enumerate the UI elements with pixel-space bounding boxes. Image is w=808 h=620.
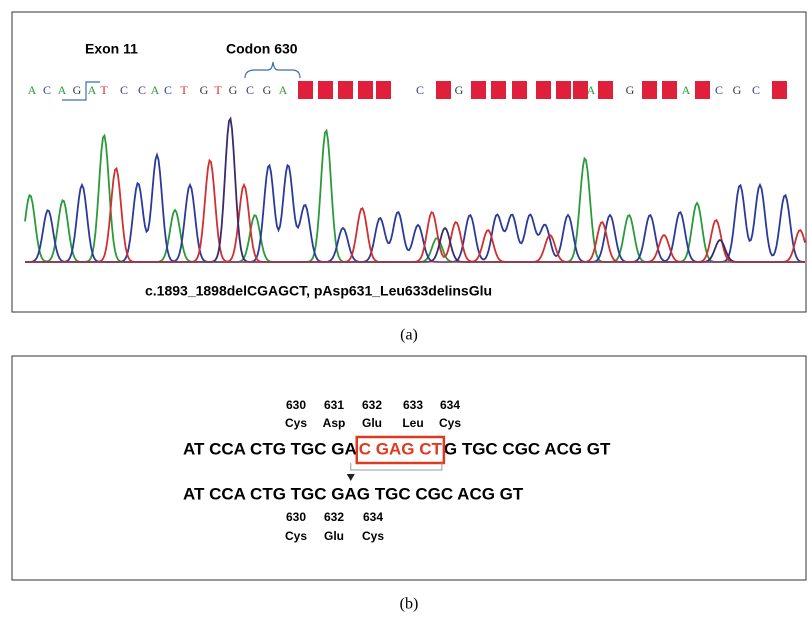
ambiguous-box xyxy=(598,81,613,99)
figure: Exon 11 Codon 630 ACAGATCCACTGTGCGACGAGA… xyxy=(0,0,808,620)
amino-acid: Cys xyxy=(439,416,461,430)
base: A xyxy=(58,83,67,97)
amino-acid: Asp xyxy=(323,416,346,430)
ambiguous-box xyxy=(642,81,657,99)
codon-number: 632 xyxy=(362,398,382,412)
base: A xyxy=(682,83,691,97)
amino-acid: Cys xyxy=(285,529,307,543)
ambiguous-box xyxy=(471,81,486,99)
panel-b-frame xyxy=(12,356,806,580)
base: C xyxy=(752,83,760,97)
amino-acid: Cys xyxy=(285,416,307,430)
ambiguous-box xyxy=(358,81,373,99)
codon-number: 632 xyxy=(324,510,344,524)
codon-labels: 630 Cys 631 Asp 632 Glu 633 Leu 634 Cys 630 Cys 632 G… xyxy=(285,398,461,543)
base: C xyxy=(120,83,128,97)
amino-acid: Glu xyxy=(362,416,382,430)
codon-number: 633 xyxy=(403,398,423,412)
chromatogram xyxy=(25,119,805,262)
base: G xyxy=(733,83,742,97)
ambiguous-box xyxy=(318,81,333,99)
codon-number: 634 xyxy=(363,510,383,524)
arrow xyxy=(347,474,355,481)
ambiguous-box xyxy=(436,81,451,99)
base: T xyxy=(100,83,108,97)
base: G xyxy=(73,83,82,97)
ambiguous-box xyxy=(772,81,787,99)
base: T xyxy=(214,83,222,97)
base: C xyxy=(715,83,723,97)
trace xyxy=(25,119,805,262)
panel-a-frame xyxy=(12,12,806,312)
codon-brace xyxy=(245,62,300,78)
ambiguous-box xyxy=(512,81,527,99)
caption-a: (a) xyxy=(400,327,418,344)
base: G xyxy=(229,83,238,97)
base: A xyxy=(587,83,596,97)
codon-number: 631 xyxy=(324,398,344,412)
wild-sequence: G TGC CGC ACG GT xyxy=(444,439,611,458)
base: G xyxy=(263,83,272,97)
trace xyxy=(25,131,805,262)
codon-number: 634 xyxy=(440,398,460,412)
ambiguous-box xyxy=(695,81,710,99)
wild-sequence: AT CCA CTG TGC GA xyxy=(183,439,357,458)
base: C xyxy=(416,83,424,97)
amino-acid: Cys xyxy=(362,529,384,543)
codon-label: Codon 630 xyxy=(226,41,298,57)
ambiguous-calls xyxy=(298,81,787,99)
base: A xyxy=(151,83,160,97)
exon-label: Exon 11 xyxy=(85,41,138,57)
codon-number: 630 xyxy=(286,398,306,412)
base: G xyxy=(455,83,464,97)
base: A xyxy=(88,83,97,97)
amino-acid: Leu xyxy=(402,416,423,430)
mutation-label: c.1893_1898delCGAGCT, pAsp631_Leu633deli… xyxy=(145,283,492,299)
base: A xyxy=(279,83,288,97)
base: G xyxy=(626,83,635,97)
deleted-sequence: C GAG CT xyxy=(359,439,443,458)
base: C xyxy=(246,83,254,97)
ambiguous-box xyxy=(556,81,571,99)
ambiguous-box xyxy=(662,81,677,99)
ambiguous-box xyxy=(491,81,506,99)
ambiguous-box xyxy=(338,81,353,99)
base: T xyxy=(180,83,188,97)
base: C xyxy=(43,83,51,97)
amino-acid: Glu xyxy=(324,529,344,543)
ambiguous-box xyxy=(298,81,313,99)
base: G xyxy=(200,83,209,97)
base: C xyxy=(164,83,172,97)
codon-number: 630 xyxy=(286,510,306,524)
caption-b: (b) xyxy=(400,596,419,613)
ambiguous-box xyxy=(536,81,551,99)
trace xyxy=(25,155,805,262)
ambiguous-box xyxy=(376,81,391,99)
base: A xyxy=(28,83,37,97)
mutant-sequence: AT CCA CTG TGC GAG TGC CGC ACG GT xyxy=(183,484,524,503)
base: C xyxy=(138,83,146,97)
